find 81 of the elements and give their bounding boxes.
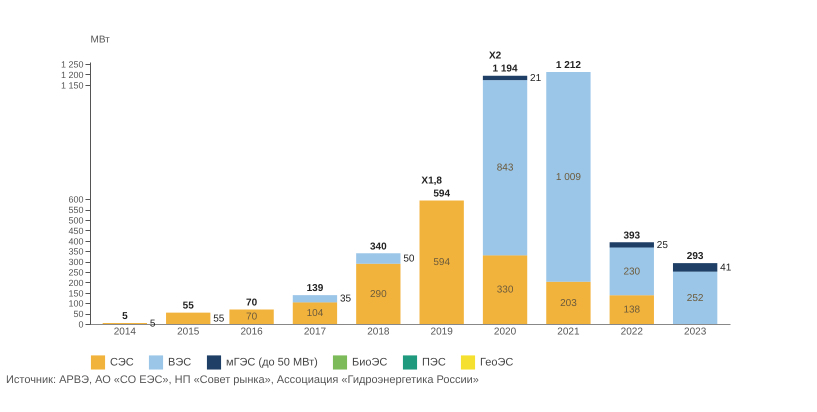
total-label: 5 bbox=[122, 310, 128, 322]
y-tick-label: 1 200 bbox=[60, 70, 84, 80]
data-label: 330 bbox=[496, 284, 514, 296]
legend-label: ПЭС bbox=[422, 356, 446, 368]
legend-label: ГеоЭС bbox=[480, 356, 514, 368]
bar bbox=[546, 72, 591, 282]
data-label: 594 bbox=[433, 257, 450, 268]
x-tick-label: 2015 bbox=[177, 326, 200, 338]
bar bbox=[166, 312, 210, 324]
data-label: 138 bbox=[623, 304, 641, 316]
bar bbox=[546, 282, 591, 324]
bar bbox=[482, 76, 528, 80]
legend-label: ВЭС bbox=[168, 356, 192, 368]
bar bbox=[610, 247, 654, 296]
data-label: 70 bbox=[246, 312, 258, 323]
y-tick-label: 100 bbox=[68, 298, 84, 309]
total-label: 139 bbox=[306, 283, 324, 294]
total-label: 293 bbox=[686, 251, 704, 262]
total-label: 1 194 bbox=[492, 64, 518, 75]
legend-label: СЭС bbox=[110, 356, 134, 368]
x-tick-label: 2014 bbox=[114, 326, 136, 338]
y-tick-label: 1 250 bbox=[60, 60, 84, 70]
data-label: 843 bbox=[496, 162, 514, 174]
y-tick-label: 550 bbox=[68, 205, 84, 216]
x-tick-label: 2019 bbox=[430, 326, 454, 338]
annotation: X2 bbox=[488, 50, 502, 62]
y-tick-label: 500 bbox=[68, 216, 84, 226]
total-label: 70 bbox=[246, 297, 258, 308]
y-tick-label: 400 bbox=[68, 236, 84, 246]
bar bbox=[292, 295, 338, 302]
bar bbox=[482, 255, 528, 324]
bar bbox=[610, 295, 654, 324]
bar bbox=[672, 272, 718, 324]
data-label: 1 009 bbox=[556, 172, 582, 183]
bar bbox=[610, 242, 654, 248]
bar bbox=[229, 309, 274, 324]
legend-label: мГЭС (до 50 МВт) bbox=[226, 356, 318, 368]
y-tick-label: 600 bbox=[68, 194, 84, 205]
y-tick-label: 200 bbox=[68, 278, 84, 288]
bar bbox=[292, 302, 338, 324]
bar bbox=[420, 200, 464, 324]
x-tick-label: 2021 bbox=[557, 326, 580, 338]
x-tick-label: 2020 bbox=[494, 326, 517, 338]
x-tick-label: 2018 bbox=[367, 326, 390, 338]
x-tick-label: 2022 bbox=[620, 326, 644, 338]
y-tick-label: 450 bbox=[68, 226, 84, 236]
data-label: 290 bbox=[370, 288, 388, 300]
y-tick-label: 250 bbox=[68, 268, 84, 278]
total-label: 393 bbox=[623, 230, 641, 242]
data-label: 35 bbox=[340, 294, 352, 305]
data-label: 104 bbox=[306, 308, 324, 320]
data-label: 203 bbox=[560, 298, 578, 309]
y-tick-label: 50 bbox=[73, 309, 84, 320]
data-label: 5 bbox=[150, 318, 156, 330]
bar bbox=[672, 263, 718, 272]
data-label: 252 bbox=[686, 292, 704, 304]
bar bbox=[356, 264, 400, 324]
total-label: 55 bbox=[182, 300, 194, 312]
x-tick-label: 2016 bbox=[240, 326, 264, 338]
y-tick-label: 350 bbox=[68, 246, 84, 257]
data-label: 41 bbox=[720, 262, 732, 274]
data-label: 55 bbox=[213, 313, 225, 324]
y-tick-label: 300 bbox=[68, 257, 84, 268]
y-tick-label: 150 bbox=[68, 288, 84, 298]
total-label: 1 212 bbox=[556, 60, 582, 71]
text: Источник: АРВЭ, АО «СО ЕЭС», НП «Совет рынка», Ассоциация «Гидроэнергетика России» bbox=[5, 373, 480, 388]
y-tick-label: 0 bbox=[78, 320, 84, 330]
bar bbox=[482, 80, 528, 256]
data-label: 50 bbox=[403, 254, 415, 264]
x-tick-label: 2017 bbox=[304, 326, 327, 338]
y-axis-title: МВт bbox=[90, 34, 110, 46]
total-label: 594 bbox=[433, 188, 450, 200]
data-label: 25 bbox=[656, 240, 668, 251]
legend-label: БиоЭС bbox=[352, 356, 388, 368]
bar bbox=[356, 253, 400, 264]
y-tick-label: 1 150 bbox=[60, 80, 84, 90]
data-label: 21 bbox=[530, 72, 542, 84]
x-tick-label: 2023 bbox=[684, 326, 707, 338]
annotation: X1,8 bbox=[421, 175, 442, 186]
data-label: 230 bbox=[623, 266, 641, 278]
total-label: 340 bbox=[370, 241, 388, 252]
